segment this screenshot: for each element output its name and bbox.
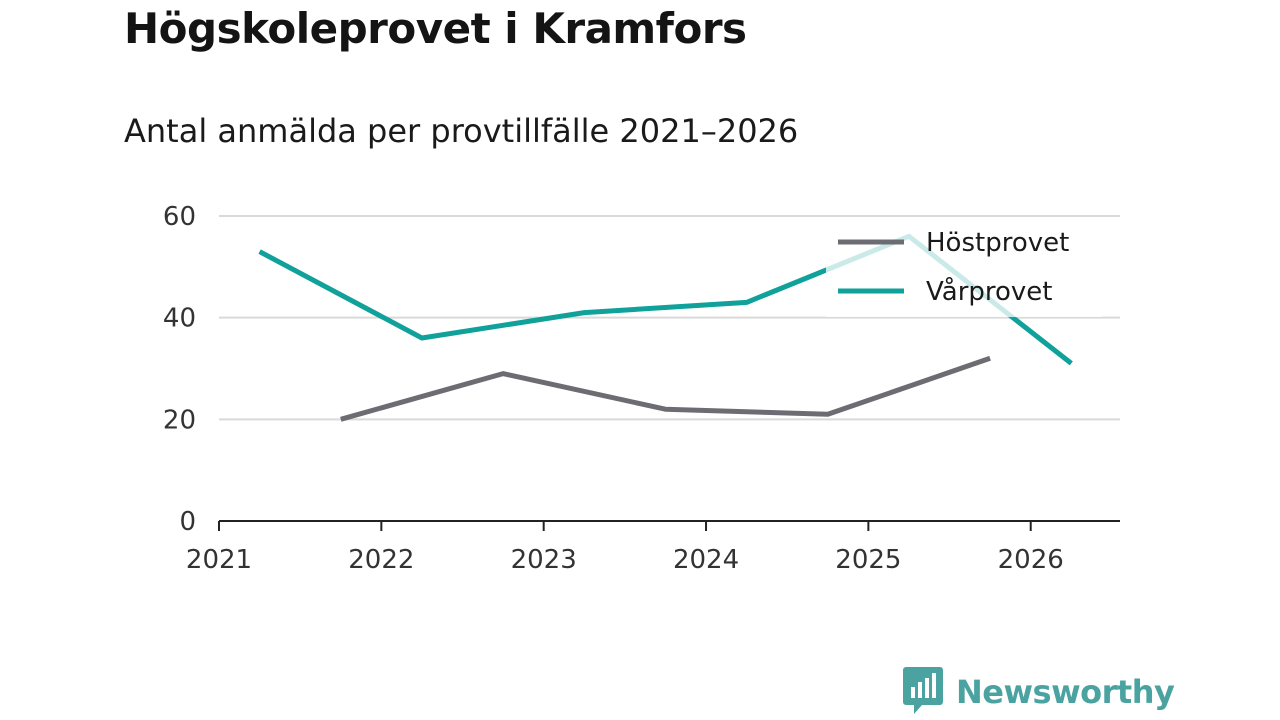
legend-label: Vårprovet [926, 276, 1053, 307]
chart-subtitle: Antal anmälda per provtillfälle 2021–202… [124, 112, 799, 150]
chart-title: Högskoleprovet i Kramfors [124, 4, 747, 53]
brand-logo: Newsworthy [902, 665, 1175, 719]
y-tick-label: 40 [163, 304, 196, 334]
x-tick-label: 2024 [673, 545, 739, 575]
x-tick-label: 2025 [835, 545, 901, 575]
x-tick-label: 2022 [348, 545, 414, 575]
x-tick-label: 2021 [186, 545, 252, 575]
y-tick-label: 20 [163, 405, 196, 435]
y-tick-label: 60 [163, 202, 196, 232]
x-axis [218, 520, 1120, 531]
grid-layer [219, 215, 1120, 421]
legend: Höstprovet Vårprovet [826, 217, 1102, 317]
brand-name: Newsworthy [956, 673, 1175, 711]
newsworthy-logo-icon [902, 665, 944, 719]
legend-label: Höstprovet [926, 228, 1069, 258]
series-line-h-stprovet [340, 355, 991, 422]
x-tick-label: 2026 [998, 545, 1064, 575]
x-tick-label: 2023 [511, 545, 577, 575]
tick-labels: 0 20 40 60 2021 2022 2023 2024 2025 2026 [163, 202, 1064, 575]
y-tick-label: 0 [179, 507, 196, 537]
legend-background [826, 217, 1102, 317]
